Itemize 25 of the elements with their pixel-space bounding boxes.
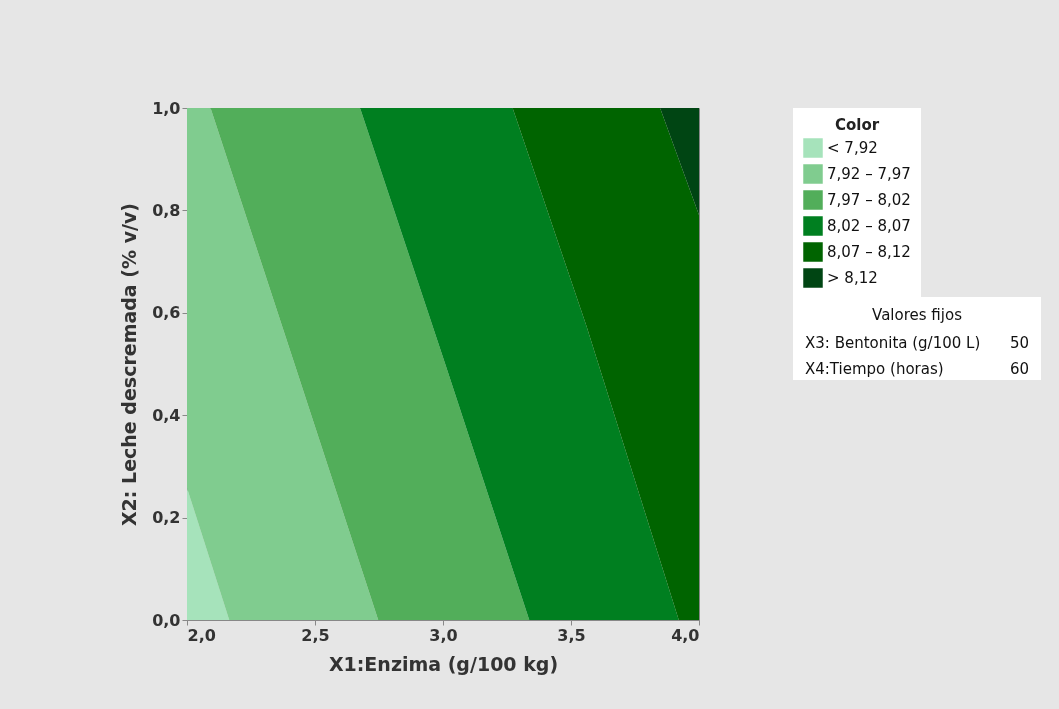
legend-label: < 7,92 [827, 139, 878, 157]
y-tick-label: 0,6 [152, 303, 181, 323]
legend-label: 7,92 – 7,97 [827, 165, 911, 183]
x-tick-label: 2,0 [187, 625, 216, 645]
text: 60 [1009, 360, 1029, 378]
legend-title: Color [834, 116, 880, 134]
y-tick-label: 0,0 [152, 610, 181, 630]
legend-label: 8,02 – 8,07 [827, 217, 911, 235]
text: 50 [1009, 334, 1029, 352]
y-tick-label: 0,2 [152, 508, 181, 528]
y-tick-label: 1,0 [152, 98, 181, 118]
text: Valores fijos [872, 306, 963, 324]
legend-label: 8,07 – 8,12 [827, 243, 911, 261]
y-tick-label: 0,4 [152, 405, 181, 425]
x-axis-title: X1:Enzima (g/100 kg) [328, 652, 559, 675]
x-tick-label: 3,5 [557, 625, 586, 645]
x-tick-label: 2,5 [301, 625, 330, 645]
y-tick-label: 0,8 [152, 200, 181, 220]
y-axis-title: X2: Leche descremada (% v/v) [118, 202, 141, 527]
text: X3: Bentonita (g/100 L) [805, 334, 981, 352]
x-tick-label: 3,0 [429, 625, 458, 645]
legend-label: 7,97 – 8,02 [827, 191, 911, 209]
x-tick-label: 4,0 [671, 625, 700, 645]
legend-label: > 8,12 [827, 269, 878, 287]
text: X4:Tiempo (horas) [805, 360, 944, 378]
